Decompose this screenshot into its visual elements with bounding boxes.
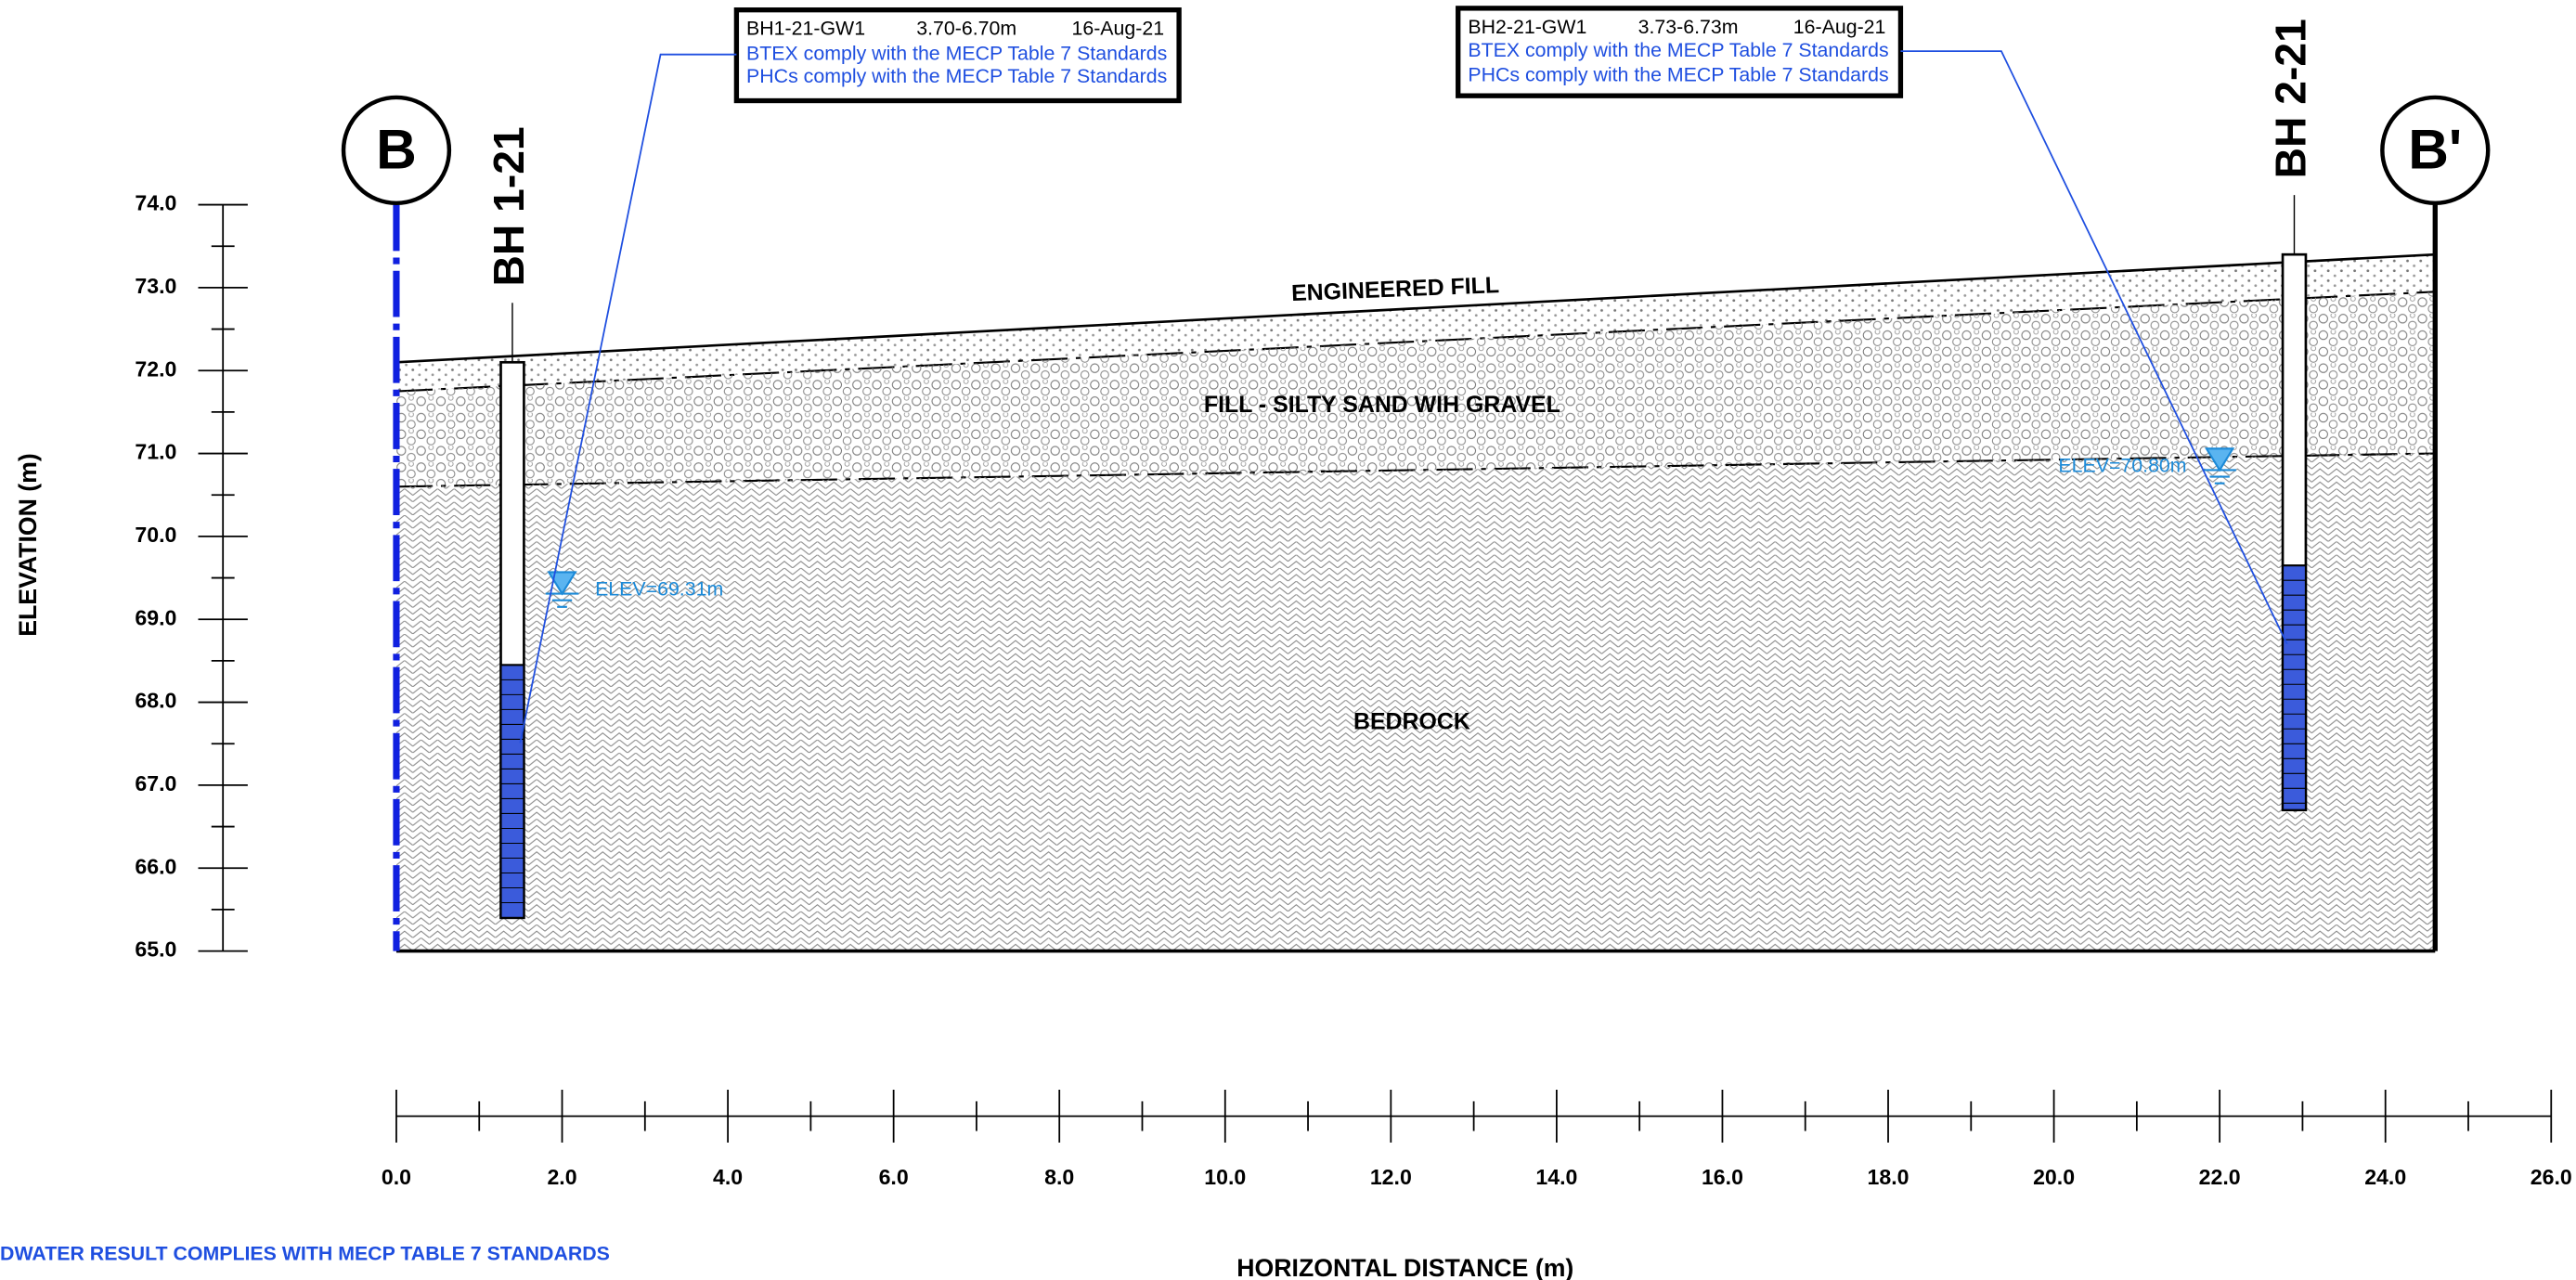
y-tick-label: 70.0 bbox=[135, 523, 176, 547]
x-tick-label: 16.0 bbox=[1702, 1165, 1743, 1189]
x-tick-label: 0.0 bbox=[382, 1165, 411, 1189]
x-tick-label: 4.0 bbox=[713, 1165, 743, 1189]
x-tick-label: 24.0 bbox=[2364, 1165, 2406, 1189]
water-elev-label: ELEV=70.80m bbox=[2058, 455, 2186, 477]
y-tick-label: 66.0 bbox=[135, 854, 176, 878]
result: PHCs comply with the MECP Table 7 Standa… bbox=[746, 65, 1167, 87]
x-tick-label: 6.0 bbox=[879, 1165, 909, 1189]
well-screen bbox=[501, 665, 524, 917]
x-axis-label: HORIZONTAL DISTANCE (m) bbox=[1236, 1254, 1573, 1280]
borehole-label: BH 2-21 bbox=[2267, 19, 2315, 178]
x-tick-label: 8.0 bbox=[1044, 1165, 1074, 1189]
result: PHCs comply with the MECP Table 7 Standa… bbox=[1468, 63, 1888, 85]
callout-1: BH1-21-GW1 3.70-6.70m 16-Aug-21 BTEX com… bbox=[736, 10, 1179, 101]
layer-label: FILL - SILTY SAND WIH GRAVEL bbox=[1204, 392, 1560, 418]
sample-id: BH1-21-GW1 bbox=[746, 18, 865, 40]
layer-label: BEDROCK bbox=[1353, 709, 1470, 735]
x-tick-label: 12.0 bbox=[1370, 1165, 1412, 1189]
page: Cross Section B-B' {"y_axis": {"label": … bbox=[0, 0, 2576, 1280]
y-tick-label: 69.0 bbox=[135, 605, 176, 629]
y-tick-label: 67.0 bbox=[135, 771, 176, 795]
x-tick-label: 14.0 bbox=[1535, 1165, 1577, 1189]
water-elev-label: ELEV=69.31m bbox=[595, 578, 723, 601]
cross-section: BH1-21-GW1 3.70-6.70m 16-Aug-21 BTEX com… bbox=[0, 0, 2576, 1280]
x-tick-label: 20.0 bbox=[2033, 1165, 2075, 1189]
layer-label: ENGINEERED FILL bbox=[1291, 272, 1500, 306]
date: 16-Aug-21 bbox=[1071, 18, 1164, 40]
y-tick-label: 74.0 bbox=[135, 191, 176, 215]
x-tick-label: 22.0 bbox=[2199, 1165, 2241, 1189]
sample-id: BH2-21-GW1 bbox=[1468, 16, 1586, 38]
footer-note: DWATER RESULT COMPLIES WITH MECP TABLE 7… bbox=[0, 1243, 610, 1265]
y-tick-label: 73.0 bbox=[135, 274, 176, 298]
borehole-label: BH 1-21 bbox=[485, 126, 533, 286]
y-tick-label: 71.0 bbox=[135, 440, 176, 464]
y-axis-label: ELEVATION (m) bbox=[14, 453, 42, 637]
body: BH1-21-GW1 3.70-6.70m 16-Aug-21 BTEX com… bbox=[0, 0, 2576, 1280]
y-tick-label: 65.0 bbox=[135, 937, 176, 962]
callout-2: BH2-21-GW1 3.73-6.73m 16-Aug-21 BTEX com… bbox=[1458, 8, 1901, 96]
section-label: B' bbox=[2408, 117, 2462, 180]
result: BTEX comply with the MECP Table 7 Standa… bbox=[746, 42, 1167, 64]
x-tick-label: 2.0 bbox=[547, 1165, 576, 1189]
y-tick-label: 68.0 bbox=[135, 689, 176, 713]
depth: 3.73-6.73m bbox=[1638, 16, 1739, 38]
soil-layer bbox=[396, 454, 2435, 951]
section-label: B bbox=[376, 117, 417, 180]
x-tick-label: 10.0 bbox=[1204, 1165, 1246, 1189]
depth: 3.70-6.70m bbox=[916, 18, 1016, 40]
result: BTEX comply with the MECP Table 7 Standa… bbox=[1468, 39, 1888, 61]
y-tick-label: 72.0 bbox=[135, 356, 176, 381]
x-tick-label: 18.0 bbox=[1868, 1165, 1909, 1189]
date: 16-Aug-21 bbox=[1793, 16, 1886, 38]
x-tick-label: 26.0 bbox=[2531, 1165, 2572, 1189]
